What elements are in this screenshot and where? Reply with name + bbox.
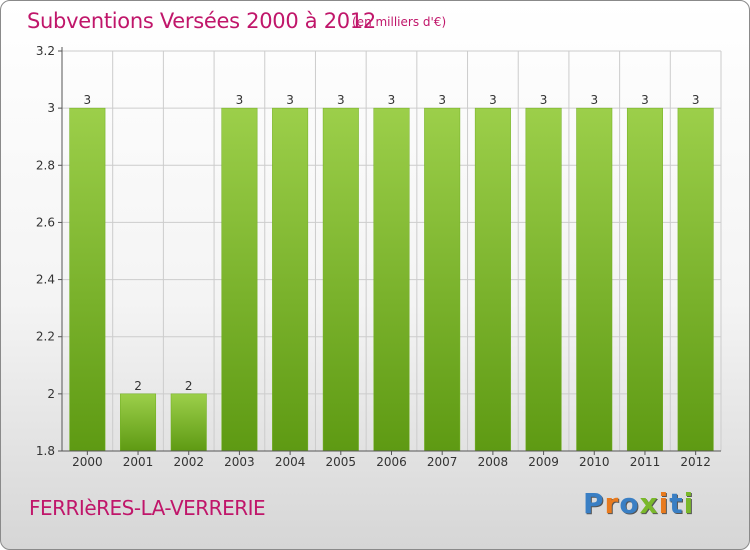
x-tick-label-2011: 2011 [630, 455, 661, 469]
y-tick-label: 2.2 [36, 330, 55, 344]
bar-2009 [525, 107, 562, 452]
data-label-2002: 2 [185, 379, 193, 393]
data-label-2005: 3 [337, 93, 345, 107]
bar-2001 [120, 393, 157, 452]
logo-letter: i [683, 487, 695, 520]
x-tick-label-2003: 2003 [224, 455, 255, 469]
logo-letter: o [619, 487, 640, 520]
y-tick-label: 1.8 [36, 444, 55, 458]
labels: 1.8 2 2.2 2.4 2.6 2.8 3 3.2 3 2000 2 2001 2 2002 3 2003… [36, 44, 711, 469]
bar-2002 [170, 393, 207, 452]
data-label-2007: 3 [438, 93, 446, 107]
x-tick-label-2008: 2008 [478, 455, 509, 469]
data-label-2004: 3 [286, 93, 294, 107]
y-tick-label: 3 [47, 101, 55, 115]
bar-2006 [373, 107, 410, 452]
x-tick-label-2010: 2010 [579, 455, 610, 469]
data-label-2011: 3 [641, 93, 649, 107]
bar-2000 [69, 107, 106, 452]
x-tick-label-2002: 2002 [173, 455, 204, 469]
y-tick-label: 2 [47, 387, 55, 401]
bar-2004 [272, 107, 309, 452]
data-label-2012: 3 [692, 93, 700, 107]
bar-2003 [221, 107, 258, 452]
x-tick-label-2005: 2005 [326, 455, 357, 469]
data-label-2006: 3 [388, 93, 396, 107]
town-name: FERRIèRES-LA-VERRERIE [29, 496, 266, 520]
logo-letter: x [639, 487, 659, 520]
x-tick-label-2007: 2007 [427, 455, 458, 469]
chart-title: Subventions Versées 2000 à 2012 [27, 9, 376, 33]
logo-letter: t [669, 487, 684, 520]
logo-letter: r [604, 487, 620, 520]
bar-2011 [626, 107, 663, 452]
y-tick-label: 2.8 [36, 158, 55, 172]
logo-letter: i [658, 487, 670, 520]
bar-2008 [474, 107, 511, 452]
x-tick-label-2000: 2000 [72, 455, 103, 469]
bar-2012 [677, 107, 714, 452]
bar-2010 [576, 107, 613, 452]
bar-2005 [322, 107, 359, 452]
data-label-2003: 3 [236, 93, 244, 107]
y-tick-label: 3.2 [36, 44, 55, 58]
data-label-2009: 3 [540, 93, 548, 107]
data-label-2010: 3 [590, 93, 598, 107]
x-tick-label-2012: 2012 [680, 455, 711, 469]
data-label-2000: 3 [84, 93, 92, 107]
logo-letter: P [583, 487, 605, 520]
x-tick-label-2009: 2009 [528, 455, 559, 469]
proxiti-logo: Proxiti [583, 487, 694, 520]
y-tick-label: 2.6 [36, 215, 55, 229]
y-tick-label: 2.4 [36, 273, 55, 287]
data-label-2001: 2 [134, 379, 142, 393]
data-label-2008: 3 [489, 93, 497, 107]
bar-2007 [424, 107, 461, 452]
x-tick-label-2004: 2004 [275, 455, 306, 469]
axes [58, 47, 721, 455]
x-tick-label-2001: 2001 [123, 455, 154, 469]
bars [69, 107, 714, 452]
chart-unit-note: (en milliers d'€) [352, 15, 447, 29]
x-tick-label-2006: 2006 [376, 455, 407, 469]
